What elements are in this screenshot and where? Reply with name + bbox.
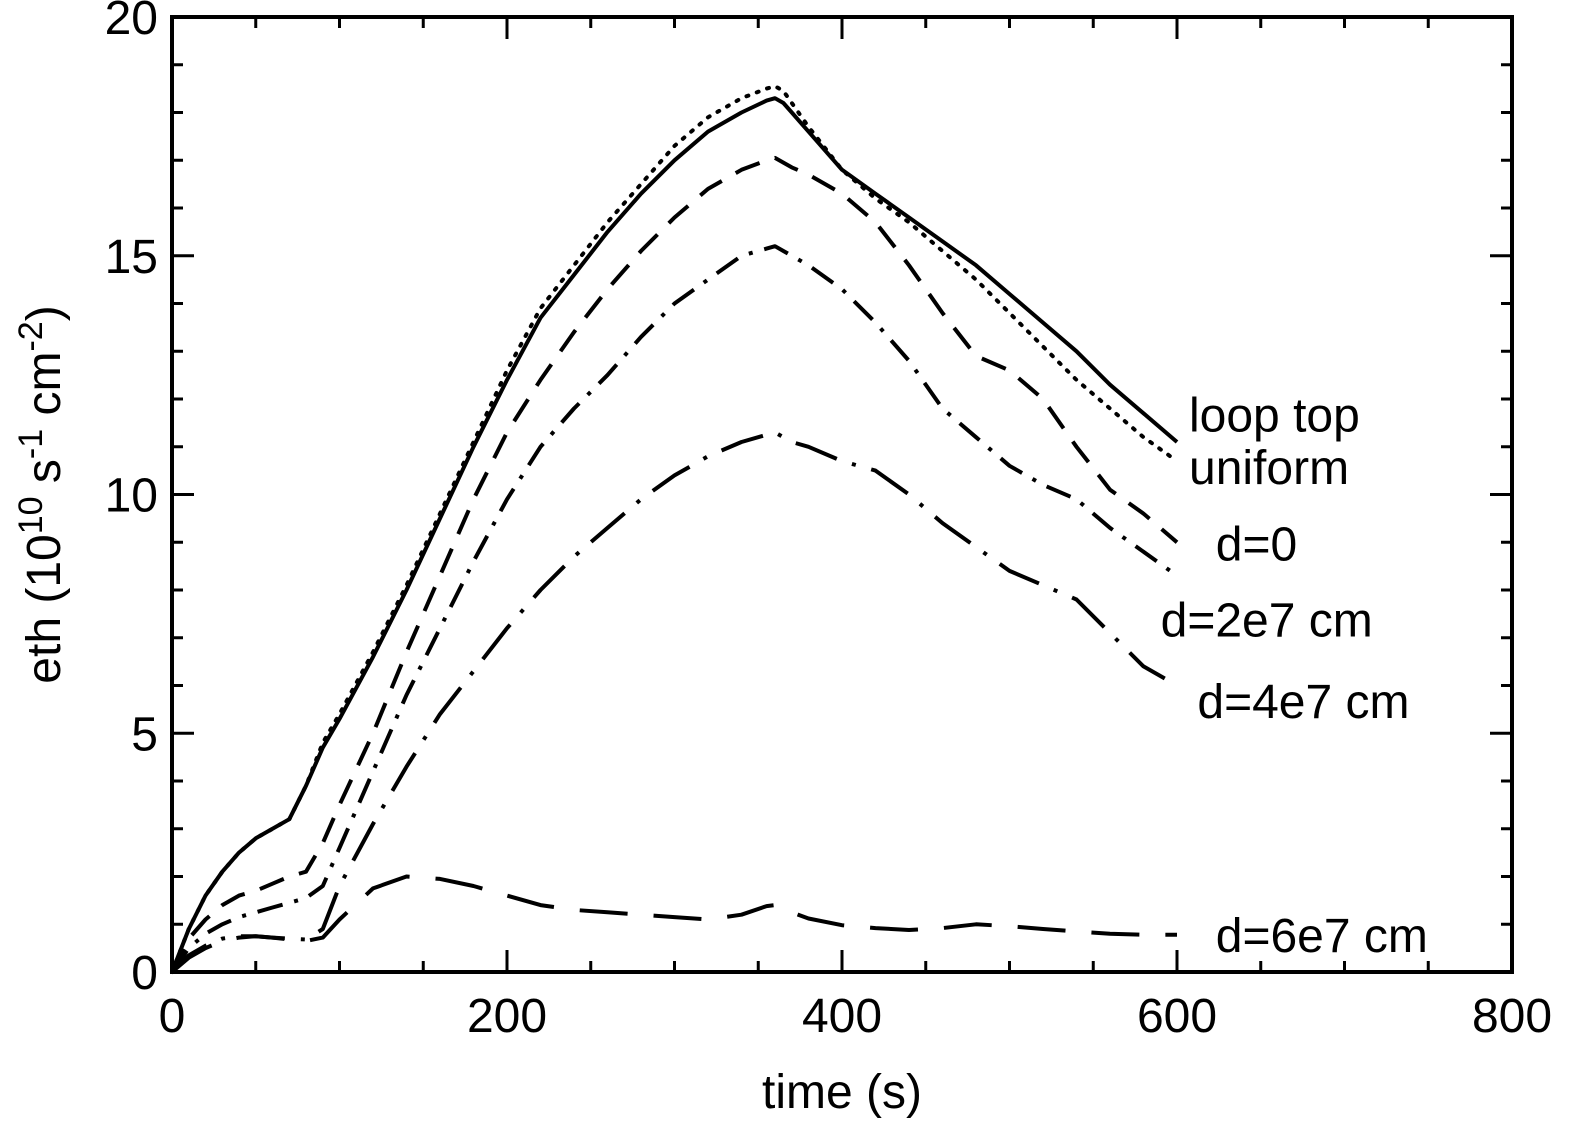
y-axis-label-mid2: cm xyxy=(18,352,71,429)
y-axis-label-exp2: -1 xyxy=(12,429,50,459)
x-tick-label: 600 xyxy=(1137,990,1217,1043)
x-axis-label: time (s) xyxy=(762,1066,922,1119)
y-axis-label-exp1: 10 xyxy=(12,496,50,534)
series-line-uniform xyxy=(170,84,1179,974)
y-axis-label-base: eth (10 xyxy=(18,534,71,683)
series-label: d=0 xyxy=(1216,518,1297,571)
series-layer xyxy=(170,84,1179,974)
series-line-d-6e7-cm xyxy=(170,874,1177,974)
y-tick-label: 15 xyxy=(105,231,158,284)
x-tick-label: 400 xyxy=(802,990,882,1043)
series-label: d=6e7 cm xyxy=(1216,910,1428,963)
y-tick-label: 10 xyxy=(105,470,158,523)
y-axis-label: eth (1010 s-1 cm-2) xyxy=(12,305,71,683)
y-axis-label-exp3: -2 xyxy=(12,321,50,351)
series-label: d=4e7 cm xyxy=(1197,676,1409,729)
x-tick-label: 200 xyxy=(467,990,547,1043)
series-label: d=2e7 cm xyxy=(1161,595,1373,648)
series-label: loop top xyxy=(1189,389,1360,442)
y-tick-label: 0 xyxy=(131,947,158,1000)
series-line-d-0 xyxy=(170,155,1179,973)
x-tick-label: 0 xyxy=(159,990,186,1043)
series-label: uniform xyxy=(1189,442,1349,495)
y-tick-label: 5 xyxy=(131,708,158,761)
x-tick-label: 800 xyxy=(1472,990,1552,1043)
y-tick-label: 20 xyxy=(105,0,158,45)
series-line-d-4e7-cm xyxy=(170,430,1178,974)
y-axis-label-end: ) xyxy=(18,305,71,321)
y-axis-label-mid1: s xyxy=(18,459,71,496)
series-line-d-2e7-cm xyxy=(170,244,1179,974)
ticks-layer xyxy=(170,15,1514,974)
